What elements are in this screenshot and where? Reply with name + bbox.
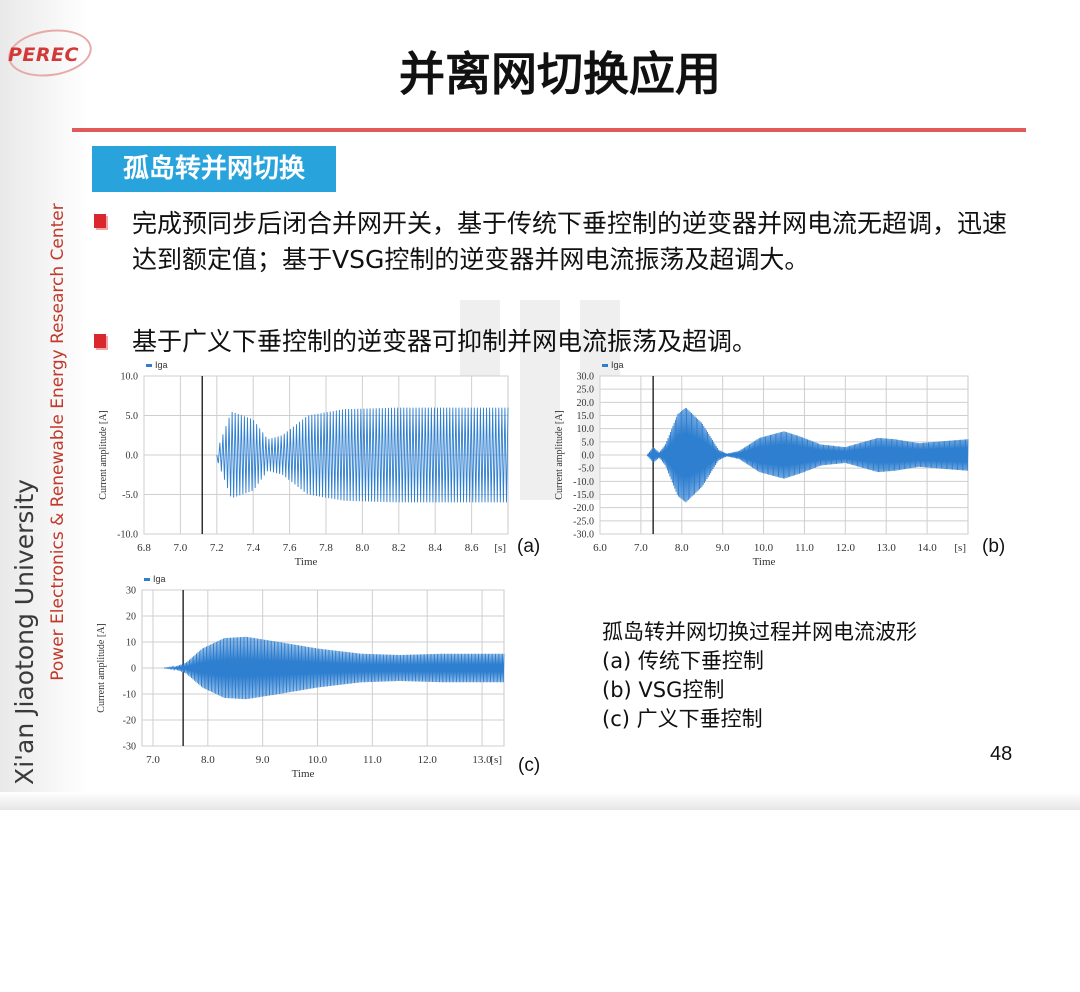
y-tick-label: -10.0: [117, 530, 138, 541]
x-tick-label: 8.0: [201, 754, 215, 766]
y-tick-label: 0.0: [582, 451, 595, 462]
y-tick-label: -20.0: [573, 503, 594, 514]
x-tick-label: 10.0: [308, 754, 328, 766]
x-tick-label: 11.0: [363, 754, 382, 766]
y-tick-label: -25.0: [573, 516, 594, 527]
x-tick-label: 7.0: [634, 542, 648, 554]
x-tick-label: 6.8: [137, 542, 151, 554]
slide-title: 并离网切换应用: [399, 47, 721, 101]
y-tick-label: 5.0: [126, 411, 139, 422]
chart-a-svg: 10.0 5.0 0.0 -5.0 -10.06.8 7.0 7.2 7.4 7.6 7.8 8.0…: [98, 360, 509, 568]
x-tick-label: 8.0: [675, 542, 689, 554]
caption-item-a: (a) 传统下垂控制: [602, 649, 764, 673]
y-tick-label: 30: [126, 586, 136, 597]
y-tick-label: 0.0: [126, 451, 139, 462]
left-side-band: [0, 0, 88, 810]
legend-swatch: [602, 364, 608, 367]
y-tick-label: -5.0: [578, 464, 594, 475]
y-tick-label: 20: [126, 612, 136, 623]
legend-swatch: [144, 578, 150, 581]
y-tick-label: 0: [131, 664, 136, 675]
title-divider: [72, 128, 1026, 132]
y-tick-label: 10.0: [121, 372, 139, 383]
legend-label: Iga: [155, 360, 168, 370]
chart-b-panel-label: (b): [982, 536, 1006, 557]
x-tick-label: 9.0: [716, 542, 730, 554]
y-tick-label: 10: [126, 638, 136, 649]
bottom-band: [0, 792, 1080, 810]
x-tick-label: 8.6: [465, 542, 479, 554]
x-tick-label: 7.0: [174, 542, 188, 554]
x-tick-label: 7.8: [319, 542, 333, 554]
y-tick-label: -20: [123, 716, 136, 727]
chart-b-svg: 30.0 25.0 20.0 15.0 10.0 5.0 0.0 -5.0 -10.0 -15.0…: [554, 360, 969, 568]
x-tick-label: 14.0: [917, 542, 937, 554]
y-tick-label: 20.0: [577, 398, 595, 409]
y-axis-title: Current amplitude [A]: [554, 410, 565, 499]
caption-item-c: (c) 广义下垂控制: [602, 707, 763, 731]
x-tick-label: 7.0: [146, 754, 160, 766]
bullet-text-1: 完成预同步后闭合并网开关，基于传统下垂控制的逆变器并网电流无超调，迅速达到额定值…: [132, 209, 1008, 274]
x-tick-label: 8.0: [356, 542, 370, 554]
x-tick-label: 9.0: [256, 754, 270, 766]
x-tick-label: 10.0: [754, 542, 774, 554]
x-tick-label: 11.0: [795, 542, 814, 554]
y-tick-label: -15.0: [573, 490, 594, 501]
page-number: 48: [990, 743, 1013, 765]
y-axis-title: Current amplitude [A]: [96, 623, 107, 712]
side-research-center: Power Electronics & Renewable Energy Res…: [48, 203, 68, 681]
plot-area: 10.0 5.0 0.0 -5.0 -10.06.8 7.0 7.2 7.4 7.6 7.8 8.0…: [98, 360, 509, 568]
x-tick-label: 13.0: [877, 542, 897, 554]
y-axis-title: Current amplitude [A]: [98, 410, 109, 499]
y-tick-label: -10.0: [573, 477, 594, 488]
plot-area: 30.0 25.0 20.0 15.0 10.0 5.0 0.0 -5.0 -10.0 -15.0…: [554, 360, 969, 568]
chart-a-panel-label: (a): [517, 536, 541, 557]
chart-c-svg: 30 20 10 0 -10 -20 -30 7.0 8.0 9.0 10.0 11.0 12.0 13.…: [96, 574, 505, 780]
x-unit-label: [s]: [494, 542, 506, 554]
plot-area: 30 20 10 0 -10 -20 -30 7.0 8.0 9.0 10.0 11.0 12.0 13.…: [96, 574, 505, 780]
chart-a: 10.0 5.0 0.0 -5.0 -10.0 6.8 7.0 7.2 7.4 7.6 7.8 8.0…: [98, 360, 518, 574]
x-axis-title: Time: [295, 556, 318, 568]
caption-title: 孤岛转并网切换过程并网电流波形: [602, 620, 917, 644]
x-unit-label: [s]: [490, 754, 502, 766]
chart-b: 30.0 25.0 20.0 15.0 10.0 5.0 0.0 -5.0 -10.0 -15.0…: [554, 360, 976, 570]
y-tick-label: 15.0: [577, 411, 595, 422]
x-tick-label: 6.0: [593, 542, 607, 554]
side-university: Xi'an Jiaotong University: [10, 479, 39, 785]
x-tick-label: 7.4: [246, 542, 260, 554]
x-tick-label: 7.6: [283, 542, 297, 554]
x-tick-label: 8.4: [428, 542, 442, 554]
y-tick-label: 5.0: [582, 437, 595, 448]
y-tick-label: 30.0: [577, 372, 595, 383]
bullet-square-icon: [94, 214, 106, 228]
y-tick-label: -5.0: [122, 490, 138, 501]
x-axis-title: Time: [292, 768, 315, 780]
x-unit-label: [s]: [954, 542, 966, 554]
chart-c: 30 20 10 0 -10 -20 -30 7.0 8.0 9.0 10.0 11.0 12.0 13.…: [96, 574, 518, 786]
series-iga-line: [646, 408, 969, 503]
x-tick-label: 12.0: [418, 754, 438, 766]
caption-item-b: (b) VSG控制: [602, 678, 725, 702]
x-tick-label: 8.2: [392, 542, 406, 554]
y-tick-label: 10.0: [577, 424, 595, 435]
y-tick-label: 25.0: [577, 385, 595, 396]
section-label: 孤岛转并网切换: [92, 146, 336, 192]
x-tick-label: 7.2: [210, 542, 224, 554]
series-iga-line: [216, 407, 509, 503]
x-tick-label: 12.0: [836, 542, 856, 554]
y-tick-label: -10: [123, 690, 136, 701]
y-tick-label: -30: [123, 742, 136, 753]
x-tick-label: 13.0: [472, 754, 492, 766]
chart-c-panel-label: (c): [518, 755, 541, 776]
legend-swatch: [146, 364, 152, 367]
legend-label: Iga: [611, 360, 624, 370]
bullet-text-2: 基于广义下垂控制的逆变器可抑制并网电流振荡及超调。: [132, 327, 758, 356]
figure-caption: 孤岛转并网切换过程并网电流波形 (a) 传统下垂控制 (b) VSG控制 (c)…: [602, 618, 1022, 734]
x-axis-title: Time: [753, 556, 776, 568]
legend-label: Iga: [153, 574, 166, 584]
bullet-square-icon: [94, 334, 106, 348]
logo: PEREC: [8, 44, 79, 66]
series-iga-line: [163, 636, 505, 700]
y-tick-label: -30.0: [573, 530, 594, 541]
